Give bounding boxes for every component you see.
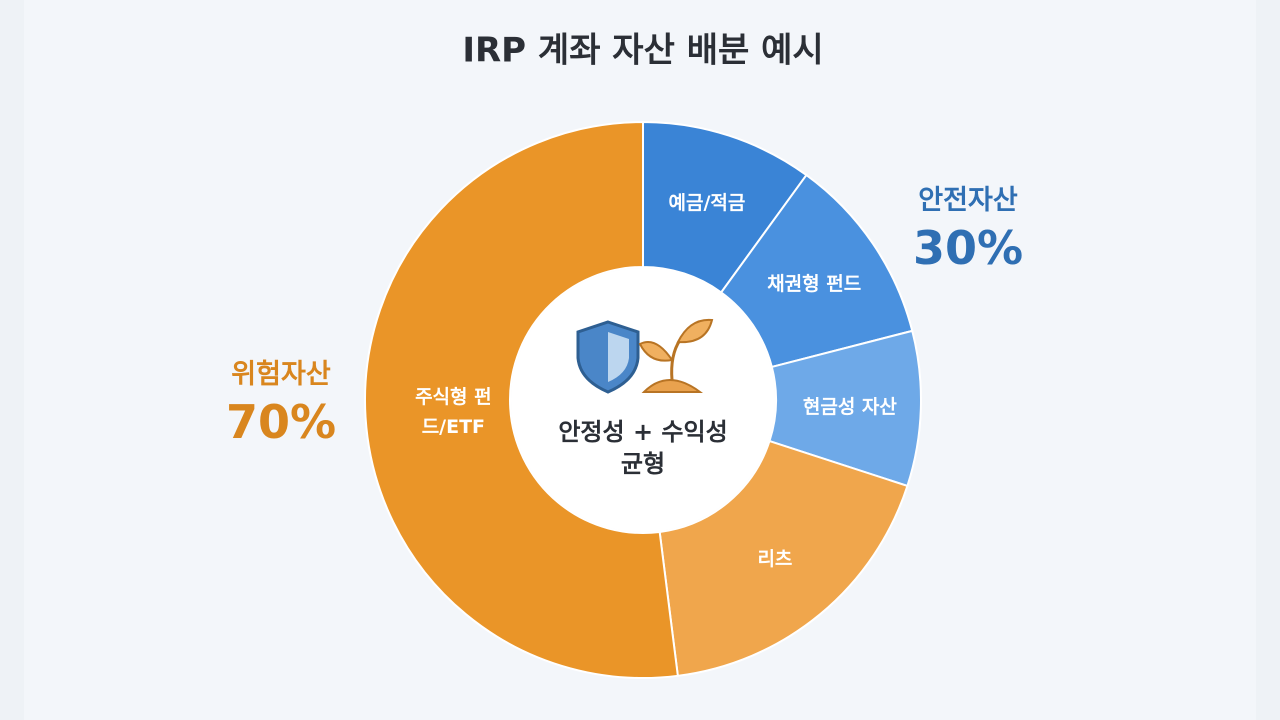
group-value: 70% <box>225 395 337 449</box>
donut-slice <box>658 439 909 677</box>
slice-label: 채권형 펀드 <box>767 272 862 295</box>
group-name: 위험자산 <box>231 359 331 390</box>
center-icon <box>576 318 714 394</box>
chart-title: IRP 계좌 자산 배분 예시 <box>462 31 823 71</box>
slice-label: 현금성 자산 <box>802 395 897 418</box>
leaf-icon <box>638 341 674 362</box>
soil-icon <box>641 379 704 393</box>
group-label: 위험자산 70% <box>226 352 336 449</box>
shield-inner <box>608 332 629 382</box>
group-name: 안전자산 <box>918 185 1018 216</box>
donut-hole <box>511 268 775 532</box>
slice-label: 리츠 <box>757 548 793 571</box>
slice-label: 주식형 펀드/ETF <box>415 385 492 438</box>
donut-slice <box>364 120 679 679</box>
group-label: 안전자산 30% <box>913 178 1023 275</box>
group-value: 30% <box>912 221 1024 275</box>
slice-label: 예금/적금 <box>668 192 746 215</box>
center-label: 균형 <box>621 450 665 478</box>
leaf-icon <box>676 318 714 344</box>
center-label: 안정성 + 수익성 <box>558 418 727 446</box>
